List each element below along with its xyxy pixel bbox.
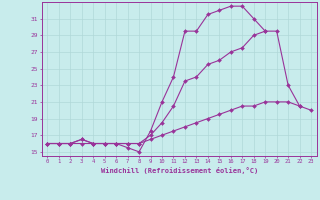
X-axis label: Windchill (Refroidissement éolien,°C): Windchill (Refroidissement éolien,°C) <box>100 167 258 174</box>
